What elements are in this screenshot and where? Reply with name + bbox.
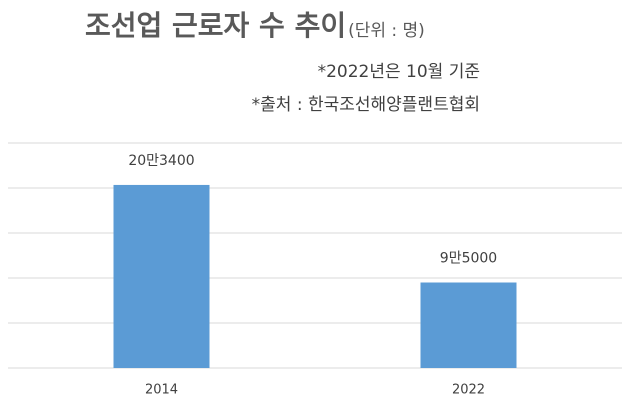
- bar: [420, 282, 517, 368]
- value-label: 9만5000: [440, 251, 497, 267]
- chart-title: 조선업 근로자 수 추이: [85, 9, 346, 42]
- annotation: *2022년은 10월 기준: [318, 62, 480, 82]
- x-tick-label: 2022: [452, 383, 485, 398]
- annotation: *출처 : 한국조선해양플랜트협회: [252, 95, 480, 115]
- title-unit: (단위 : 명): [348, 21, 425, 41]
- value-label: 20만3400: [128, 153, 194, 169]
- x-tick-label: 2014: [145, 383, 178, 398]
- bar: [113, 184, 210, 368]
